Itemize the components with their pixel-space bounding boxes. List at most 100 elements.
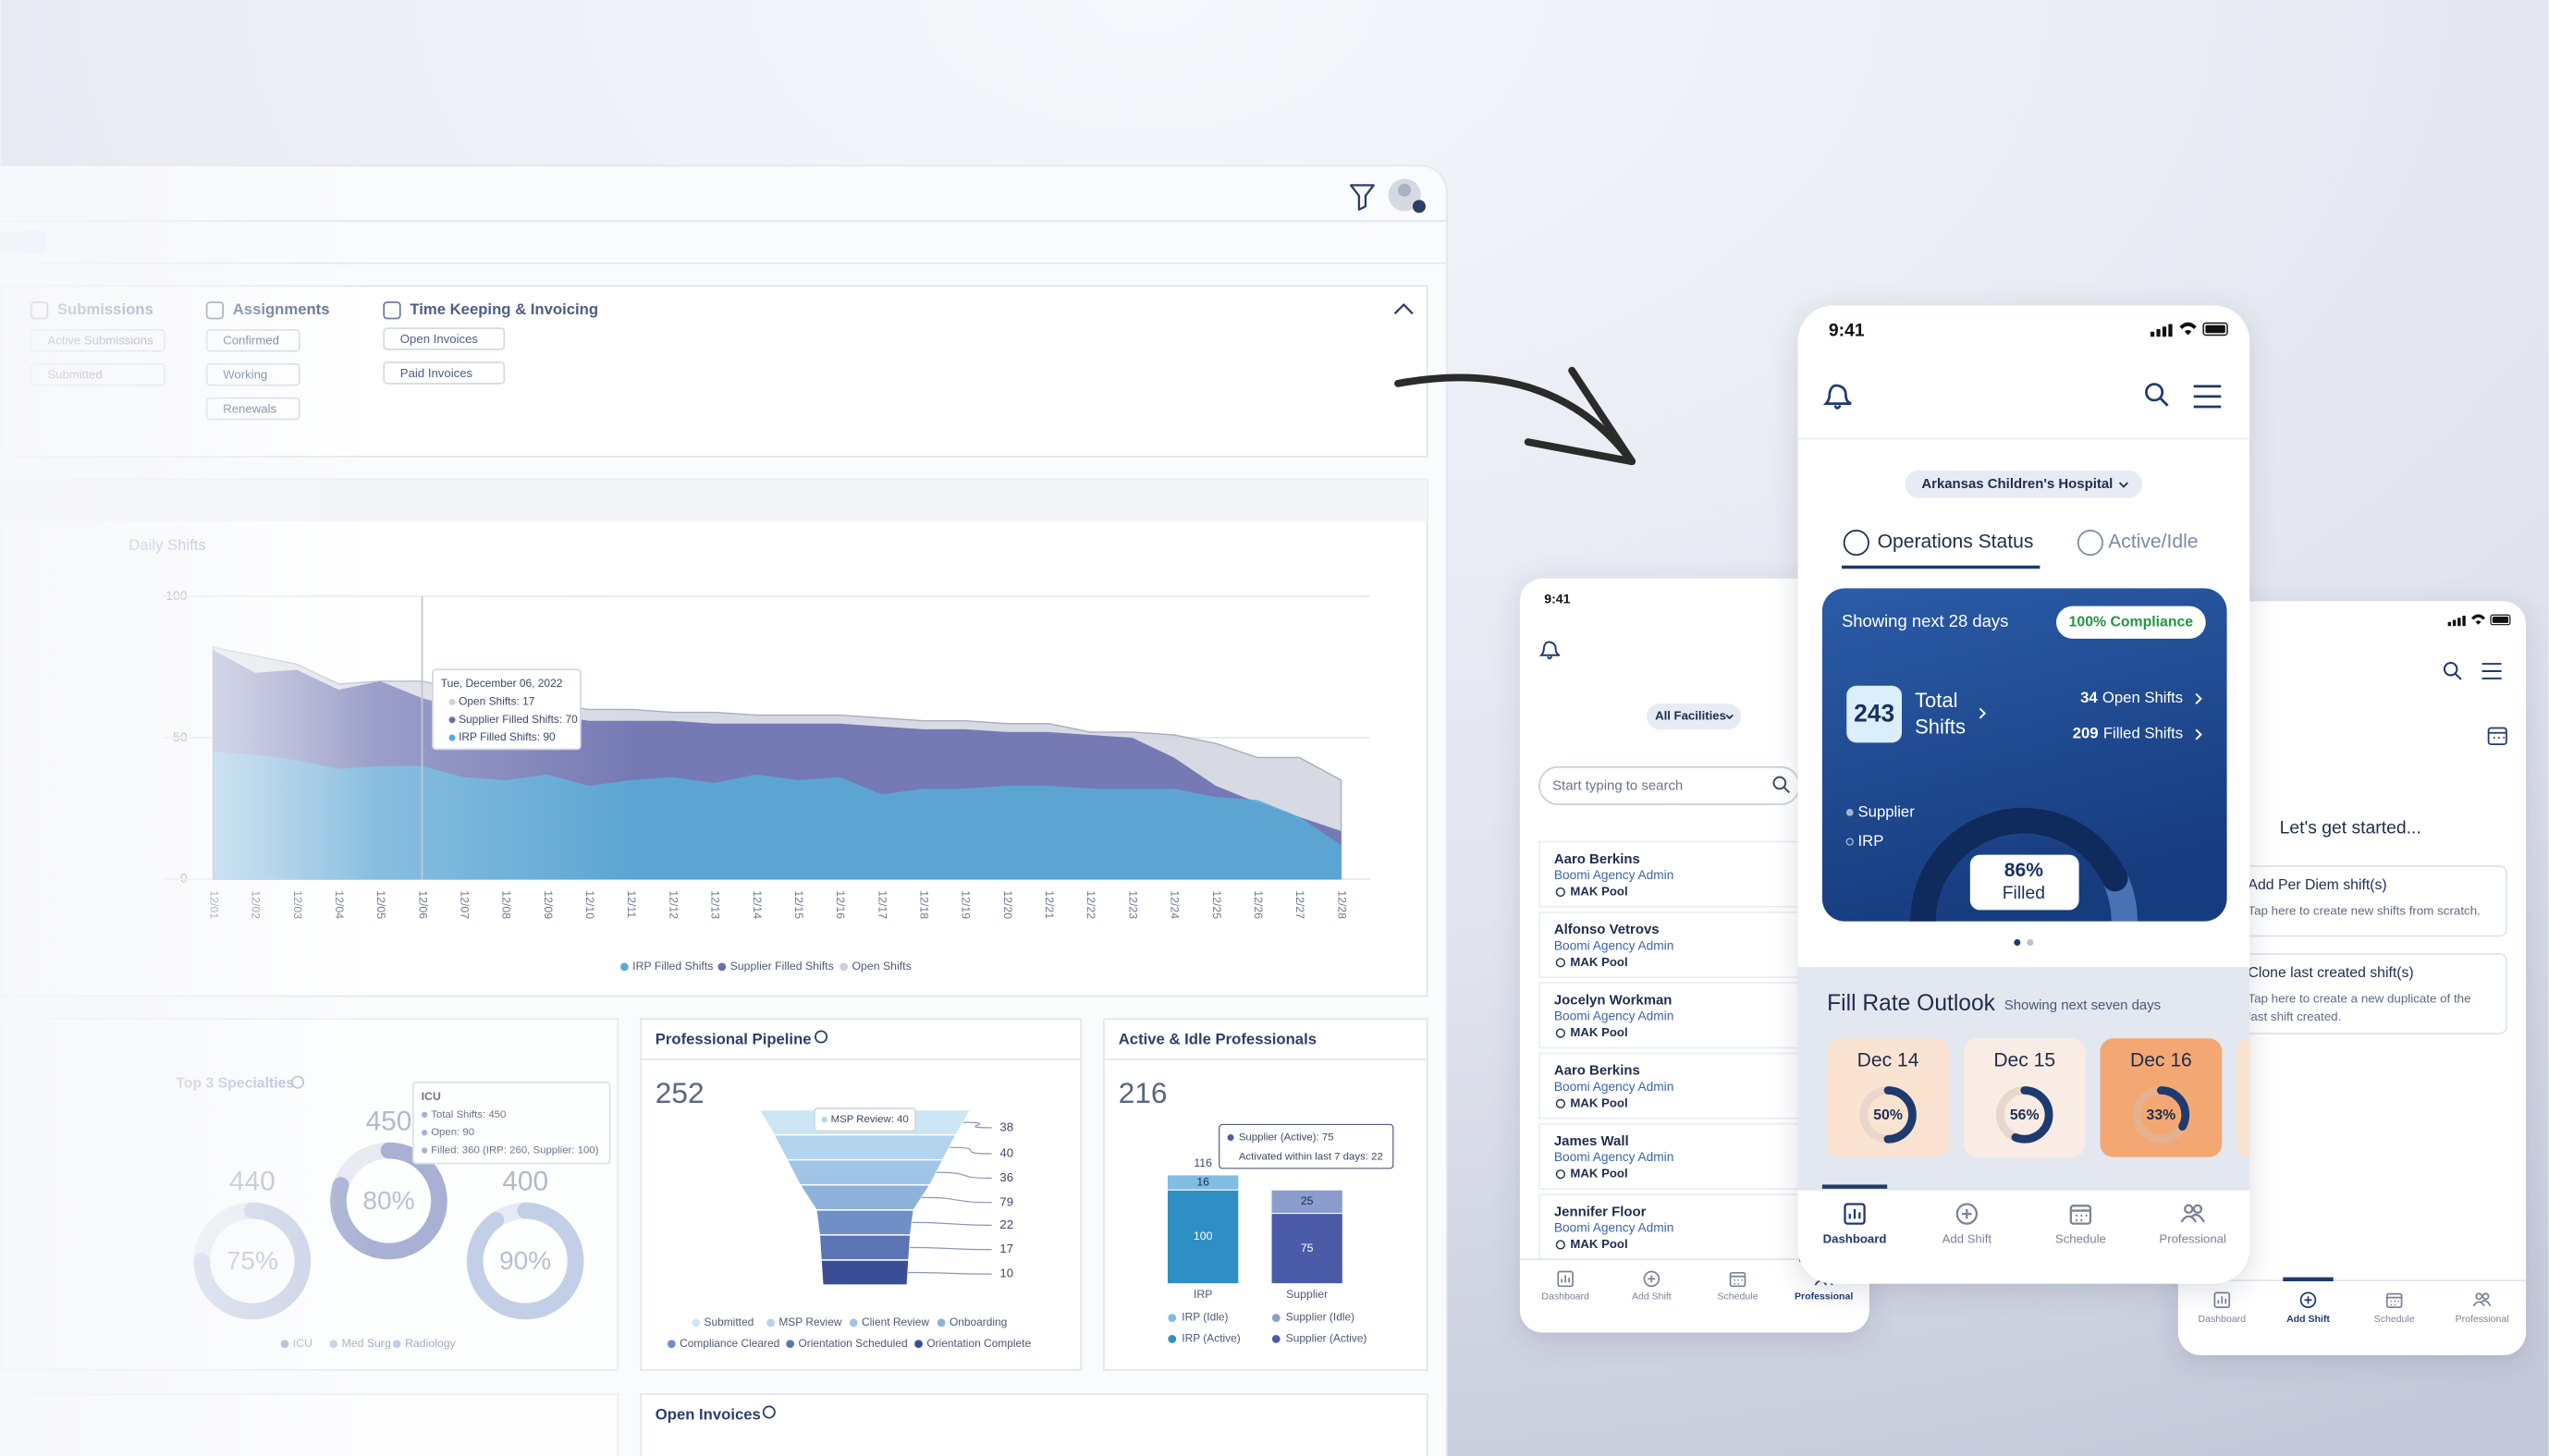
search-icon[interactable] <box>1772 776 1791 794</box>
card-partial <box>2237 1038 2250 1157</box>
collapse-icon[interactable] <box>1393 302 1414 315</box>
nav-item[interactable]: Professional <box>2456 1292 2509 1325</box>
icon-part <box>1643 1270 1661 1288</box>
person-name: Jennifer Floor <box>1554 1204 1647 1219</box>
total-box <box>1846 685 1903 743</box>
pool-icon <box>1555 1098 1565 1109</box>
x-tick-label: 12/11 <box>625 890 638 918</box>
person-row[interactable]: Jennifer Floor Boomi Agency Admin MAK Pool <box>1538 1193 1808 1261</box>
donut-percent: 90% <box>499 1246 551 1275</box>
icon-part <box>2205 324 2225 334</box>
kpi-value: 216 <box>1119 1076 1168 1109</box>
x-tick-label: 12/12 <box>667 890 680 919</box>
icon-part <box>2069 1205 2092 1225</box>
tooltip-row: IRP Filled Shifts: 90 <box>459 730 556 743</box>
legend-dot <box>392 1340 401 1349</box>
nav-item[interactable]: Add Shift <box>1632 1270 1672 1303</box>
pool-icon <box>1555 958 1565 968</box>
phone-content: 9:41 Arkansas Children's Hospital Operatio… <box>1797 322 2250 1284</box>
icon-part <box>2490 614 2511 626</box>
icon-part <box>2488 731 2506 739</box>
connector <box>922 1196 992 1204</box>
x-tick-label: 12/09 <box>542 890 555 919</box>
phone-operations: 9:41 Arkansas Children's Hospital Operatio… <box>1797 305 2250 1284</box>
tab[interactable]: Operations Status <box>1843 530 2034 557</box>
donut-total: 400 <box>502 1167 548 1197</box>
legend-dot <box>692 1318 701 1328</box>
menu-icon[interactable] <box>2193 385 2222 409</box>
search-icon[interactable] <box>2145 383 2169 407</box>
filter-icon[interactable] <box>1349 184 1375 211</box>
facility-pill[interactable] <box>1647 704 1741 730</box>
icon-part <box>2462 615 2466 627</box>
icon-part <box>2217 1296 2227 1304</box>
option-card[interactable]: Clone last created shift(s) Tap here to c… <box>2236 952 2507 1034</box>
page-dot <box>2027 939 2034 947</box>
kpi-value: 252 <box>656 1076 705 1109</box>
bar-segment <box>1270 1212 1343 1285</box>
status-icons <box>2447 614 2511 627</box>
nav-item[interactable]: Dashboard <box>1823 1203 1887 1246</box>
legend-label: Compliance Cleared <box>680 1337 779 1350</box>
legend-dot <box>1845 809 1854 816</box>
legend-dot <box>667 1340 676 1349</box>
menu-icon[interactable] <box>2482 663 2502 679</box>
section-title: Fill Rate Outlook <box>1827 991 1995 1016</box>
calendar-icon[interactable] <box>2487 727 2507 745</box>
panel-title: Active & Idle Professionals <box>1119 1030 1317 1047</box>
bell-icon <box>1822 384 1852 410</box>
total-label: Shifts <box>1915 715 1966 738</box>
legend-dot <box>766 1318 775 1328</box>
day-card[interactable]: Dec 16 33% <box>2100 1038 2223 1157</box>
bar-segment <box>1270 1189 1343 1215</box>
icon-part <box>2070 1209 2090 1222</box>
tooltip-row: Supplier Filled Shifts: 70 <box>459 713 578 726</box>
legend-label: Supplier <box>1858 802 1916 820</box>
nav-item[interactable]: Add Shift <box>1942 1203 1992 1246</box>
status-card <box>1821 588 2227 922</box>
nav-item[interactable]: Schedule <box>1718 1271 1759 1303</box>
tab-icon <box>1843 530 1869 557</box>
icon-part <box>2213 1291 2231 1309</box>
legend-dot <box>849 1318 858 1328</box>
legend-dot <box>619 962 629 972</box>
card <box>1827 1038 1949 1157</box>
nav-label: Dashboard <box>1541 1291 1589 1303</box>
tab-item[interactable] <box>383 361 506 385</box>
nav-item[interactable]: Add Shift <box>2286 1291 2330 1325</box>
icon-part <box>2304 1296 2312 1304</box>
stage-value: 38 <box>999 1120 1013 1133</box>
option-card[interactable]: Add Per Diem shift(s) Tap here to create … <box>2236 865 2507 937</box>
stage-value: 40 <box>999 1146 1013 1160</box>
nav-label: Schedule <box>1718 1291 1759 1303</box>
icon-part <box>1962 1208 1972 1219</box>
chevron <box>2195 692 2202 704</box>
tab[interactable]: Active/Idle <box>2077 530 2199 557</box>
nav-icon <box>1729 1271 1746 1288</box>
nav-item[interactable]: Professional <box>2159 1204 2226 1246</box>
shift-count[interactable]: 34 Open Shifts <box>2080 689 2183 706</box>
phone-content: 9:41 All Facilities Start typing to search… <box>1519 591 1869 1333</box>
nav-item[interactable]: Schedule <box>2374 1292 2415 1325</box>
nav-label: Schedule <box>2374 1314 2415 1325</box>
tab-icon <box>2077 530 2103 557</box>
search-icon[interactable] <box>2443 661 2462 680</box>
tab-item[interactable] <box>383 327 506 350</box>
day-card[interactable]: Dec 14 50% <box>1827 1038 1949 1157</box>
nav-item[interactable]: Dashboard <box>2199 1291 2247 1325</box>
nav-label: Add Shift <box>2286 1314 2330 1325</box>
facility-pill[interactable] <box>1905 470 2143 498</box>
nav-item[interactable]: Schedule <box>2055 1205 2106 1246</box>
x-tick-label: 12/18 <box>917 890 930 919</box>
day-card[interactable]: Dec 15 56% <box>1963 1038 2086 1157</box>
nav-indicator <box>2283 1277 2334 1282</box>
nav-item[interactable]: Dashboard <box>1541 1270 1589 1303</box>
shift-count[interactable]: 209 Filled Shifts <box>2073 725 2183 742</box>
person-pool: MAK Pool <box>1570 1025 1627 1039</box>
legend-label: Open Shifts <box>852 960 911 973</box>
